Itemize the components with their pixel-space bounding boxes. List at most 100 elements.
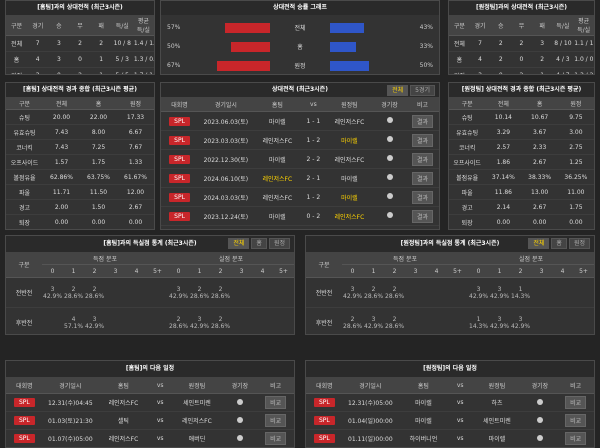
league-badge: SPL xyxy=(169,211,190,221)
compare-button[interactable]: 비교 xyxy=(265,414,287,427)
cell xyxy=(552,307,573,334)
cell xyxy=(273,307,294,334)
cell: 2023.06.03(토) xyxy=(198,111,254,131)
cell: 유효슈팅 xyxy=(449,124,486,140)
cell: 5 / 5 xyxy=(111,67,133,74)
result-button[interactable]: 결과 xyxy=(411,171,434,185)
count: 3 xyxy=(476,285,481,293)
away-score: 2 xyxy=(316,136,321,144)
result-button[interactable]: 결과 xyxy=(411,209,434,223)
compare-button[interactable]: 비교 xyxy=(265,432,287,445)
home-team: 마이렐 xyxy=(253,206,302,226)
table: 구분 전체 홈 원정 슈팅 10.14 10.67 9.75 유효슈팅 3.29 3.67 3.00 코… xyxy=(449,97,594,229)
compare-button[interactable]: 비교 xyxy=(265,396,287,409)
tab[interactable]: 전체 xyxy=(528,238,550,249)
league-badge: SPL xyxy=(313,434,335,443)
cell: 2 28.6% xyxy=(210,307,231,334)
panel-title-text: [홈팀] 상대전적 경과 종합 (최근3시즌 평균) xyxy=(23,86,137,93)
table-head: 대회명 경기일시 홈팀 vs 원정팀 경기장 비고 xyxy=(161,97,439,112)
count: 2 xyxy=(71,285,76,293)
home-bar xyxy=(224,22,271,33)
cell: 0.00 xyxy=(485,214,522,229)
cell: 결과 xyxy=(406,187,439,207)
row: 후반전 4 57.1% 3 42.9% 2 28.6% 3 42.9% 2 28.6% xyxy=(6,307,294,334)
row: 볼점유율 62.86% 63.75% 61.67% xyxy=(6,169,154,185)
cell: 경고 xyxy=(449,199,486,215)
cell: SPL xyxy=(306,411,343,430)
cell: 1.86 xyxy=(485,154,522,170)
column-header: 패 xyxy=(90,15,112,36)
cell xyxy=(42,307,63,334)
home-team: 레인저스FC xyxy=(97,429,149,447)
cell: 비교 xyxy=(557,411,594,430)
score: 1 - 2 xyxy=(301,130,326,150)
cell: 3 42.9% xyxy=(489,307,510,334)
compare-button[interactable]: 비교 xyxy=(565,414,587,427)
cell: 36.25% xyxy=(557,169,594,185)
panel: [원정팀] 상대전적 경과 종합 (최근3시즌 평균) 구분 전체 홈 원정 슈팅 10.1… xyxy=(448,82,595,230)
result-button[interactable]: 결과 xyxy=(411,114,434,128)
tab[interactable]: 원정 xyxy=(268,238,290,249)
panel-title: [원정팀]과의 득실점 통계 (최근3시즌) 전체 홈 원정 xyxy=(306,236,594,252)
home-score: 1 xyxy=(306,136,311,144)
row: 오프사이드 1.86 2.67 1.25 xyxy=(449,154,594,170)
panel-title-text: [홈팀]의 다음 일정 xyxy=(125,365,175,372)
stadium-icon xyxy=(386,117,393,123)
cell: 6.67 xyxy=(117,124,154,140)
percent: 14.3% xyxy=(511,292,531,300)
away-team: 레인저스FC xyxy=(325,111,374,131)
cell: 37.14% xyxy=(485,169,522,185)
row-label: 홈 xyxy=(297,44,303,51)
percent: 42.9% xyxy=(43,292,63,300)
stadium-icon xyxy=(386,212,393,218)
cell: 3.67 xyxy=(521,124,558,140)
tab[interactable]: 원정 xyxy=(568,238,590,249)
cell xyxy=(447,277,468,308)
cell: 3 42.9% xyxy=(468,277,489,308)
cell: 1.75 xyxy=(80,154,117,170)
cell: 0.00 xyxy=(117,214,154,229)
tab[interactable]: 홈 xyxy=(551,238,567,249)
tab[interactable]: 전체 xyxy=(228,238,250,249)
panel-title-text: [원정팀] 상대전적 경과 종합 (최근3시즌 평균) xyxy=(461,86,582,93)
cell: 11.50 xyxy=(80,184,117,200)
tab[interactable]: 5경기 xyxy=(410,85,435,96)
panel-title: 상대전적 (최근3시즌) 전체 5경기 xyxy=(161,83,439,97)
result-button[interactable]: 결과 xyxy=(411,152,434,166)
percent: 42.9% xyxy=(469,292,489,300)
cell: 01.11(일)00:00 xyxy=(342,429,398,447)
cell: 퇴장 xyxy=(449,214,486,229)
percent: 28.6% xyxy=(343,322,363,330)
stadium-icon xyxy=(386,174,393,180)
count: 2 xyxy=(176,315,181,323)
cell: 2 28.6% xyxy=(63,277,84,308)
column-header: 홈팀 xyxy=(97,377,149,394)
cell: 2 xyxy=(490,51,512,68)
tab[interactable]: 홈 xyxy=(251,238,267,249)
column-header: 홈 xyxy=(521,97,558,110)
cell: 10.14 xyxy=(485,109,522,125)
cell: 2022.12.30(토) xyxy=(198,149,254,169)
cell: 7.67 xyxy=(117,139,154,155)
compare-button[interactable]: 비교 xyxy=(565,396,587,409)
row: 원정30215 / 51.7 / 1.7 xyxy=(6,67,154,74)
percent: 28.6% xyxy=(211,292,231,300)
score-dash: - xyxy=(310,212,317,220)
cell: 01.07(수)05:00 xyxy=(42,429,98,447)
result-button[interactable]: 결과 xyxy=(411,133,434,147)
panel-title-text: [원정팀]과의 상대전적 (최근3시즌) xyxy=(475,4,568,11)
percent: 28.6% xyxy=(211,322,231,330)
tab[interactable]: 전체 xyxy=(387,85,409,96)
cell: 3 42.9% xyxy=(363,307,384,334)
compare-button[interactable]: 비교 xyxy=(565,432,587,445)
cell: 1.3 / 0.8 xyxy=(132,51,154,68)
header-row: 대회명 경기일시 홈팀 vs 원정팀 경기장 비고 xyxy=(306,377,594,394)
table: 구분 전체 홈 원정 슈팅 20.00 22.00 17.33 유효슈팅 7.43 8.00 6.67… xyxy=(6,97,154,229)
cell xyxy=(522,411,558,430)
cell: 4 xyxy=(27,51,49,68)
column-header: 홈팀 xyxy=(253,97,302,112)
result-button[interactable]: 결과 xyxy=(411,190,434,204)
